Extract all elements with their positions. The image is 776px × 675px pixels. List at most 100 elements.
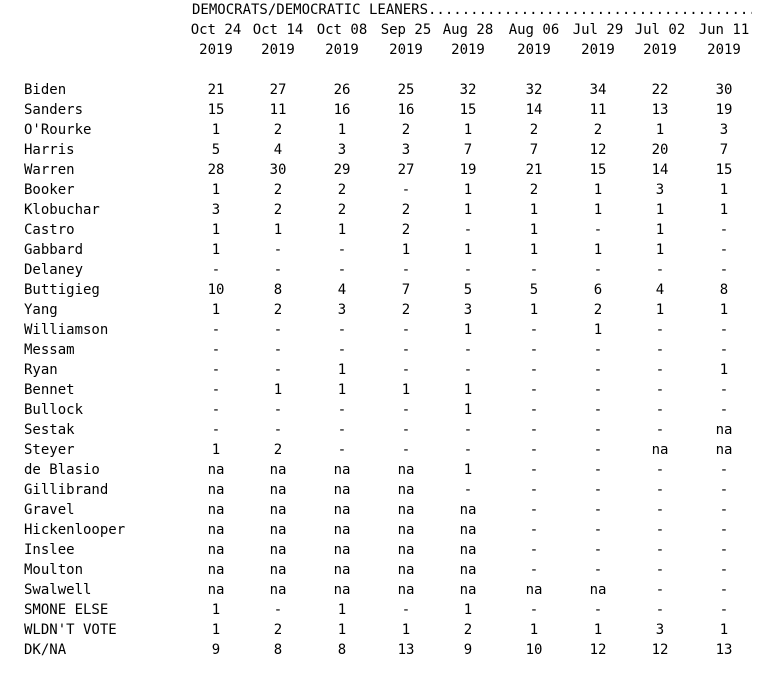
table-cell: - [463, 362, 473, 378]
table-cell: 14 [525, 102, 543, 118]
table-cell: - [655, 422, 665, 438]
table-cell: - [273, 362, 283, 378]
table-cell: 13 [651, 102, 669, 118]
table-row: Moulton na na na na na - - - - [0, 560, 776, 580]
table-cell: 1 [719, 362, 729, 378]
table-cell: - [337, 402, 347, 418]
table-cell: na [459, 542, 477, 558]
table-cell: - [719, 502, 729, 518]
table-cell: - [529, 402, 539, 418]
table-cell: 28 [207, 162, 225, 178]
table-cell: - [655, 342, 665, 358]
table-cell: - [655, 562, 665, 578]
column-date: Jul 29 [572, 22, 624, 38]
column-header: Oct 24 2019 [184, 20, 248, 60]
table-row: Steyer 1 2 - - - - - na na [0, 440, 776, 460]
table-cell: 16 [333, 102, 351, 118]
column-date: Aug 28 [442, 22, 494, 38]
table-cell: na [397, 502, 415, 518]
table-cell: na [397, 522, 415, 538]
row-label: Steyer [24, 442, 75, 458]
table-row: Delaney - - - - - - - - - [0, 260, 776, 280]
table-cell: na [397, 542, 415, 558]
table-cell: 11 [589, 102, 607, 118]
row-label: SMONE ELSE [24, 602, 109, 618]
table-cell: - [401, 402, 411, 418]
table-cell: - [529, 502, 539, 518]
row-label: Warren [24, 162, 75, 178]
table-cell: - [273, 262, 283, 278]
table-cell: 1 [337, 122, 347, 138]
table-cell: 3 [655, 622, 665, 638]
table-cell: na [651, 442, 669, 458]
table-cell: na [269, 542, 287, 558]
table-cell: - [719, 602, 729, 618]
table-cell: - [719, 402, 729, 418]
table-cell: 1 [529, 242, 539, 258]
table-cell: - [273, 242, 283, 258]
table-cell: 1 [211, 222, 221, 238]
table-cell: na [333, 502, 351, 518]
table-cell: 3 [655, 182, 665, 198]
column-date: Sep 25 [380, 22, 432, 38]
table-cell: - [719, 322, 729, 338]
table-cell: 4 [655, 282, 665, 298]
table-cell: 19 [459, 162, 477, 178]
table-cell: - [463, 262, 473, 278]
table-cell: 13 [397, 642, 415, 658]
table-cell: - [463, 222, 473, 238]
table-cell: 8 [273, 282, 283, 298]
table-cell: na [269, 582, 287, 598]
table-cell: na [397, 482, 415, 498]
row-label: Swalwell [24, 582, 92, 598]
table-row: Swalwell na na na na na na na - - [0, 580, 776, 600]
table-cell: 1 [273, 222, 283, 238]
table-cell: - [529, 262, 539, 278]
table-cell: 7 [463, 142, 473, 158]
table-cell: 8 [337, 642, 347, 658]
table-cell: - [529, 382, 539, 398]
table-cell: - [273, 422, 283, 438]
table-cell: 1 [463, 462, 473, 478]
table-cell: - [401, 322, 411, 338]
table-cell: 8 [273, 642, 283, 658]
column-date: Oct 24 [190, 22, 242, 38]
table-cell: - [655, 482, 665, 498]
table-cell: 15 [589, 162, 607, 178]
table-cell: 1 [463, 402, 473, 418]
table-cell: - [593, 542, 603, 558]
table-cell: 10 [525, 642, 543, 658]
row-label: Yang [24, 302, 58, 318]
table-cell: 1 [655, 202, 665, 218]
table-cell: - [529, 422, 539, 438]
table-row: Harris 5 4 3 3 7 7 12 20 7 [0, 140, 776, 160]
table-cell: 3 [337, 302, 347, 318]
table-cell: - [401, 602, 411, 618]
table-cell: 21 [207, 82, 225, 98]
table-cell: - [655, 542, 665, 558]
table-cell: na [207, 542, 225, 558]
row-label: Inslee [24, 542, 75, 558]
table-cell: 2 [593, 302, 603, 318]
table-cell: 15 [715, 162, 733, 178]
table-cell: 22 [651, 82, 669, 98]
table-cell: na [207, 502, 225, 518]
table-cell: 2 [401, 202, 411, 218]
table-cell: na [333, 462, 351, 478]
table-cell: 1 [211, 182, 221, 198]
row-label: Klobuchar [24, 202, 100, 218]
table-cell: na [397, 462, 415, 478]
table-row: Bullock - - - - 1 - - - - [0, 400, 776, 420]
table-row: Booker 1 2 2 - 1 2 1 3 1 [0, 180, 776, 200]
table-cell: na [459, 562, 477, 578]
table-cell: - [655, 382, 665, 398]
table-cell: 27 [269, 82, 287, 98]
table-cell: - [593, 462, 603, 478]
table-cell: - [719, 522, 729, 538]
table-cell: 2 [273, 622, 283, 638]
column-header: Jun 11 2019 [692, 20, 756, 60]
table-cell: na [207, 522, 225, 538]
table-cell: 1 [463, 382, 473, 398]
table-cell: 5 [529, 282, 539, 298]
table-cell: - [655, 582, 665, 598]
